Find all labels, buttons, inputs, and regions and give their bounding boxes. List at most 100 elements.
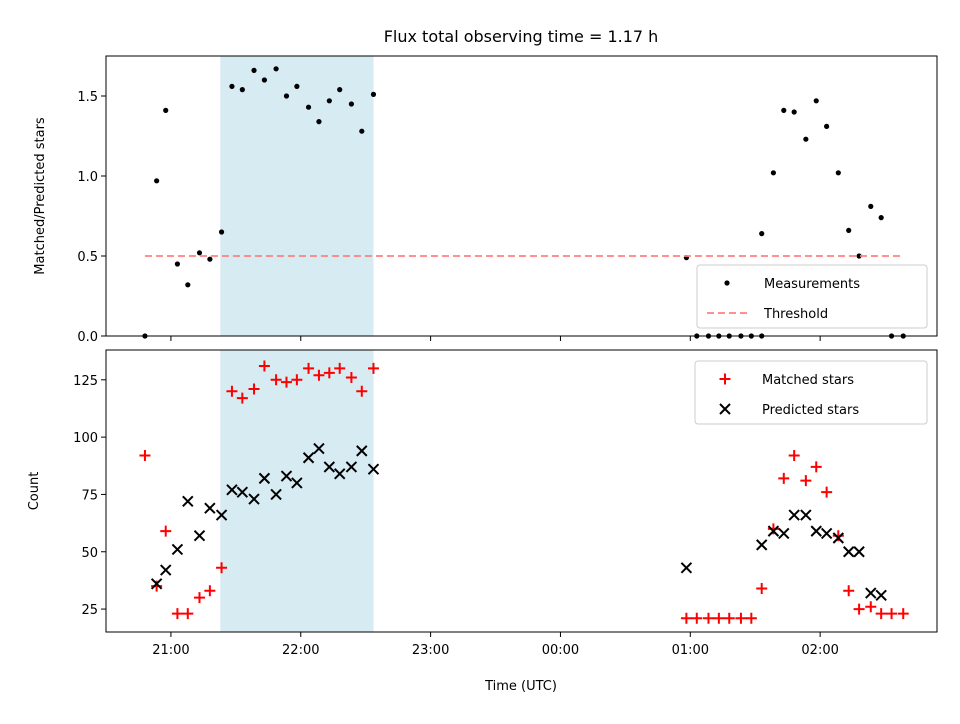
point-predicted-stars [258, 472, 271, 485]
point-measurements [196, 250, 203, 256]
point-measurements [856, 253, 862, 259]
point-matched-stars [897, 608, 909, 620]
point-matched-stars [151, 580, 163, 592]
bottom-panel: 25 50 75 100 125 21:00 22:00 23:00 00:00 01:00 02:… [27, 349, 938, 658]
point-predicted-stars [767, 525, 780, 537]
point-matched-stars [745, 612, 757, 624]
point-matched-stars [875, 608, 887, 620]
top-panel-ylabel: Matched/Predicted stars [33, 117, 48, 275]
point-matched-stars [193, 592, 205, 604]
y-tick-label: 1.5 [77, 90, 98, 105]
x-tick-label: 02:00 [801, 643, 838, 658]
legend-swatch-predicted-stars [719, 403, 731, 415]
bottom-panel-frame [105, 349, 938, 633]
point-measurements [348, 101, 355, 107]
point-predicted-stars [280, 470, 293, 482]
y-tick-label: 1.0 [77, 170, 98, 185]
point-matched-stars [356, 385, 368, 397]
point-predicted-stars [215, 509, 228, 521]
point-predicted-stars [182, 495, 194, 508]
point-predicted-stars [800, 509, 812, 521]
point-matched-stars [821, 486, 833, 498]
point-measurements [174, 261, 181, 267]
point-matched-stars [853, 603, 865, 615]
y-tick-label: 50 [81, 546, 98, 561]
point-measurements [229, 83, 235, 89]
point-measurements [154, 178, 160, 184]
point-matched-stars [767, 523, 779, 535]
legend-label-predicted-stars: Predicted stars [762, 403, 859, 418]
y-tick-label: 0.0 [77, 330, 98, 345]
point-matched-stars [226, 385, 238, 397]
point-matched-stars [680, 612, 692, 624]
point-predicted-stars [820, 527, 833, 540]
point-measurements [868, 203, 874, 209]
point-measurements [305, 104, 312, 110]
point-measurements [770, 170, 776, 176]
point-predicted-stars [150, 578, 163, 590]
point-predicted-stars [853, 546, 865, 558]
x-tick-label: 01:00 [672, 643, 709, 658]
point-matched-stars [865, 601, 877, 613]
point-matched-stars [723, 612, 735, 624]
point-predicted-stars [345, 461, 358, 473]
point-predicted-stars [204, 502, 216, 514]
point-predicted-stars [875, 589, 887, 602]
point-matched-stars [280, 376, 292, 388]
legend-swatch-matched-stars [719, 373, 731, 385]
point-predicted-stars [323, 461, 336, 473]
legend-label-measurements: Measurements [764, 277, 860, 292]
point-predicted-stars [756, 539, 768, 551]
x-tick-label: 00:00 [542, 643, 579, 658]
point-measurements [273, 66, 279, 72]
point-matched-stars [303, 362, 315, 374]
point-measurements [283, 93, 290, 99]
y-tick-label: 125 [73, 374, 98, 389]
point-matched-stars [832, 530, 844, 542]
point-matched-stars [788, 449, 800, 461]
chart-title: Flux total observing time = 1.17 h [384, 27, 659, 46]
point-measurements [261, 77, 268, 83]
point-matched-stars [756, 582, 768, 594]
y-tick-label: 75 [81, 488, 98, 503]
x-tick-label: 22:00 [282, 643, 319, 658]
top-panel-highlight [220, 56, 374, 336]
bottom-panel-legend: Matched stars Predicted stars [694, 360, 928, 425]
point-predicted-stars [226, 484, 238, 496]
point-predicted-stars [270, 488, 282, 501]
point-predicted-stars [302, 452, 315, 464]
point-predicted-stars [313, 442, 325, 455]
point-predicted-stars [171, 543, 184, 556]
point-matched-stars [810, 461, 822, 473]
point-measurements [251, 67, 257, 73]
point-measurements [759, 231, 765, 237]
point-predicted-stars [832, 532, 845, 544]
point-matched-stars [691, 612, 703, 624]
point-matched-stars [367, 362, 379, 374]
point-measurements [337, 87, 343, 93]
point-predicted-stars [367, 463, 380, 475]
point-measurements [359, 128, 365, 134]
point-measurements [218, 229, 225, 235]
point-predicted-stars [842, 546, 855, 558]
legend-box [696, 264, 928, 329]
y-tick-label: 0.5 [77, 250, 98, 265]
point-matched-stars [258, 360, 270, 372]
point-predicted-stars [356, 445, 368, 457]
point-predicted-stars [680, 562, 693, 574]
top-panel: 0.0 0.5 1.0 1.5 Matched/Predicted stars Mea… [33, 55, 938, 345]
top-panel-legend: Measurements Threshold [696, 264, 928, 329]
point-measurements [185, 282, 191, 288]
top-panel-ticks: 0.0 0.5 1.0 1.5 [77, 90, 821, 345]
point-matched-stars [313, 369, 325, 381]
point-matched-stars [886, 608, 898, 620]
point-measurements [791, 109, 797, 115]
legend-box [694, 360, 928, 425]
point-predicted-stars [334, 468, 346, 480]
point-predicted-stars [291, 477, 303, 489]
point-matched-stars [345, 372, 357, 384]
point-predicted-stars [160, 564, 172, 576]
point-predicted-stars [248, 493, 260, 505]
point-matched-stars [702, 612, 714, 624]
y-tick-label: 100 [73, 431, 98, 446]
